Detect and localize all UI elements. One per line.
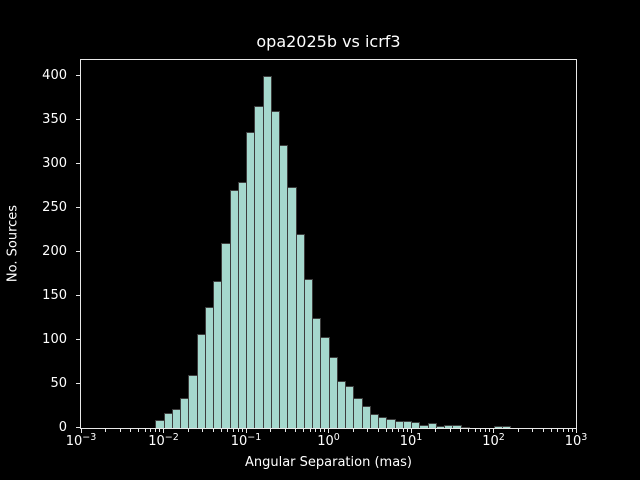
x-minor-tick bbox=[155, 429, 156, 432]
plot-area bbox=[80, 59, 577, 429]
x-minor-tick bbox=[567, 429, 569, 432]
x-axis-label: Angular Separation (mas) bbox=[244, 455, 413, 470]
x-minor-tick bbox=[295, 429, 297, 432]
histogram-bar bbox=[427, 423, 437, 428]
y-major-tick bbox=[76, 75, 80, 77]
histogram-bar bbox=[460, 426, 470, 428]
x-minor-tick bbox=[237, 429, 239, 432]
x-minor-tick bbox=[320, 429, 321, 432]
histogram-bar bbox=[452, 424, 462, 428]
x-minor-tick bbox=[480, 429, 482, 432]
x-tick-label: 102 bbox=[482, 432, 505, 449]
x-minor-tick bbox=[468, 429, 470, 432]
x-major-tick bbox=[163, 429, 164, 433]
x-major-tick bbox=[575, 429, 577, 433]
x-minor-tick bbox=[517, 429, 519, 432]
x-minor-tick bbox=[220, 429, 222, 432]
x-minor-tick bbox=[485, 429, 486, 432]
y-major-tick bbox=[76, 427, 80, 428]
x-minor-tick bbox=[402, 429, 404, 432]
x-minor-tick bbox=[435, 429, 437, 432]
x-minor-tick bbox=[352, 429, 354, 432]
y-tick-label: 150 bbox=[42, 288, 67, 304]
x-minor-tick bbox=[119, 429, 121, 432]
x-tick-label: 10−2 bbox=[148, 432, 179, 449]
x-minor-tick bbox=[138, 429, 140, 432]
x-minor-tick bbox=[377, 429, 379, 432]
y-tick-label: 200 bbox=[42, 244, 67, 260]
chart-title: opa2025b vs icrf3 bbox=[256, 32, 401, 51]
y-tick-label: 50 bbox=[50, 376, 67, 392]
x-minor-tick bbox=[324, 429, 326, 432]
x-minor-tick bbox=[144, 429, 146, 432]
x-tick-label: 103 bbox=[564, 432, 588, 449]
x-tick-label: 100 bbox=[317, 432, 340, 449]
y-major-tick bbox=[76, 163, 80, 165]
x-minor-tick bbox=[202, 429, 204, 432]
y-tick-label: 300 bbox=[42, 156, 67, 172]
x-tick-label: 101 bbox=[399, 432, 423, 449]
x-minor-tick bbox=[187, 429, 189, 432]
y-tick-label: 250 bbox=[42, 200, 67, 216]
y-tick-label: 400 bbox=[42, 68, 67, 84]
x-minor-tick bbox=[232, 429, 234, 432]
x-minor-tick bbox=[150, 429, 152, 432]
y-major-tick bbox=[76, 339, 80, 341]
x-minor-tick bbox=[532, 429, 534, 432]
x-minor-tick bbox=[397, 429, 399, 432]
x-major-tick bbox=[80, 429, 82, 433]
x-tick-label: 10−1 bbox=[230, 432, 262, 449]
y-major-tick bbox=[76, 207, 80, 209]
x-minor-tick bbox=[542, 429, 544, 432]
y-major-tick bbox=[76, 295, 80, 297]
x-minor-tick bbox=[474, 429, 476, 432]
x-minor-tick bbox=[241, 429, 243, 432]
x-minor-tick bbox=[159, 429, 161, 432]
x-minor-tick bbox=[562, 429, 564, 432]
x-minor-tick bbox=[557, 429, 559, 432]
x-minor-tick bbox=[315, 429, 317, 432]
x-minor-tick bbox=[303, 429, 305, 432]
x-tick-label: 10−3 bbox=[65, 432, 97, 449]
x-minor-tick bbox=[212, 429, 214, 432]
x-minor-tick bbox=[284, 429, 286, 432]
y-major-tick bbox=[76, 251, 80, 253]
x-minor-tick bbox=[449, 429, 451, 432]
x-minor-tick bbox=[227, 429, 229, 432]
y-major-tick bbox=[76, 383, 80, 385]
x-major-tick bbox=[493, 429, 494, 433]
x-minor-tick bbox=[130, 429, 132, 432]
x-major-tick bbox=[328, 429, 329, 433]
x-major-tick bbox=[410, 429, 412, 433]
y-tick-label: 350 bbox=[42, 112, 67, 128]
y-tick-label: 100 bbox=[42, 332, 67, 348]
y-major-tick bbox=[76, 119, 80, 121]
x-minor-tick bbox=[105, 429, 107, 432]
x-minor-tick bbox=[385, 429, 387, 432]
y-tick-label: 0 bbox=[58, 420, 67, 435]
x-minor-tick bbox=[270, 429, 272, 432]
x-minor-tick bbox=[309, 429, 311, 432]
x-minor-tick bbox=[571, 429, 573, 432]
histogram-bar bbox=[501, 425, 511, 428]
x-minor-tick bbox=[367, 429, 369, 432]
x-minor-tick bbox=[392, 429, 394, 432]
x-minor-tick bbox=[406, 429, 408, 432]
x-major-tick bbox=[245, 429, 247, 433]
x-minor-tick bbox=[550, 429, 552, 432]
x-minor-tick bbox=[460, 429, 462, 432]
x-minor-tick bbox=[489, 429, 491, 432]
